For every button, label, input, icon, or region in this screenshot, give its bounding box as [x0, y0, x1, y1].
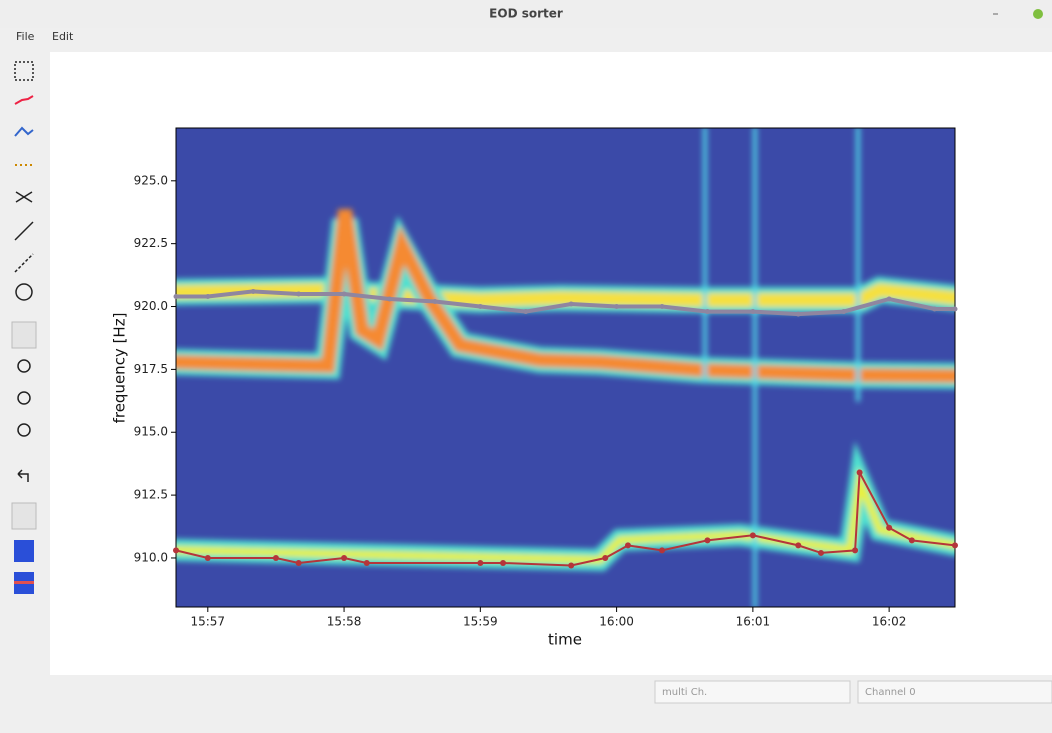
x-tick-label: 15:57	[190, 615, 225, 629]
tool-zoom-home[interactable]	[18, 424, 30, 436]
y-tick-label: 925.0	[134, 173, 168, 187]
track-point	[750, 309, 755, 314]
x-tick-label: 15:58	[327, 615, 362, 629]
track-point	[857, 469, 863, 475]
track-point	[932, 307, 937, 312]
y-tick-label: 922.5	[134, 236, 168, 250]
tool-zoom-in[interactable]	[18, 360, 30, 372]
track-point	[387, 296, 392, 301]
track-point	[523, 309, 528, 314]
track-point	[625, 542, 631, 548]
track-point	[660, 304, 665, 309]
window-title: EOD sorter	[489, 7, 563, 21]
y-tick-label: 910.0	[134, 550, 168, 564]
tool-select[interactable]	[15, 62, 33, 80]
page: EOD sorter File Edit	[0, 0, 1052, 729]
track-point	[796, 312, 801, 317]
track-point	[909, 537, 915, 543]
channel-combo-text: Channel 0	[865, 687, 916, 698]
track-point	[341, 555, 347, 561]
tool-refresh[interactable]	[16, 284, 32, 300]
x-tick-label: 16:00	[599, 615, 634, 629]
tool-fine-spec-line	[14, 581, 34, 584]
window: EOD sorter File Edit	[0, 0, 1052, 729]
track-point	[841, 309, 846, 314]
close-button[interactable]	[1033, 9, 1043, 19]
track-point	[173, 547, 179, 553]
track-point	[568, 563, 574, 569]
y-axis-label: frequency [Hz]	[111, 313, 129, 424]
tool-draw[interactable]	[15, 222, 33, 240]
track-point	[478, 304, 483, 309]
tool-draw-dots[interactable]	[15, 254, 33, 272]
y-tick-label: 915.0	[134, 425, 168, 439]
track-point	[886, 525, 892, 531]
track-point	[614, 304, 619, 309]
track-point	[342, 291, 347, 296]
y-tick-label: 920.0	[134, 299, 168, 313]
tool-zoom-out[interactable]	[18, 392, 30, 404]
track-point	[602, 555, 608, 561]
track-point	[704, 537, 710, 543]
track-point	[205, 294, 210, 299]
x-axis-label: time	[548, 631, 582, 649]
track-point	[296, 291, 301, 296]
track-point	[205, 555, 211, 561]
menu-edit[interactable]: Edit	[52, 30, 74, 43]
y-tick-label: 912.5	[134, 488, 168, 502]
tool-line[interactable]	[15, 96, 33, 104]
menu-file[interactable]: File	[16, 30, 35, 43]
tool-split[interactable]	[12, 503, 36, 529]
spectrogram	[176, 128, 955, 607]
tool-cut[interactable]	[16, 192, 32, 202]
x-tick-label: 15:59	[463, 615, 498, 629]
track-point	[750, 532, 756, 538]
tool-undo[interactable]	[18, 470, 28, 482]
track-point	[659, 547, 665, 553]
x-tick-label: 16:01	[736, 615, 771, 629]
tool-connect[interactable]	[15, 128, 33, 136]
track-point	[296, 560, 302, 566]
track-point	[432, 299, 437, 304]
track-point	[953, 307, 958, 312]
y-tick-label: 917.5	[134, 362, 168, 376]
track-point	[795, 542, 801, 548]
track-point	[273, 555, 279, 561]
track-point	[952, 542, 958, 548]
toolbar	[12, 62, 36, 594]
tool-zoom-area[interactable]	[12, 322, 36, 348]
track-point	[174, 294, 179, 299]
track-point	[364, 560, 370, 566]
track-point	[500, 560, 506, 566]
track-point	[569, 302, 574, 307]
track-point	[887, 296, 892, 301]
tool-spectrogram[interactable]	[14, 540, 34, 562]
track-point	[251, 289, 256, 294]
track-point	[852, 547, 858, 553]
track-point	[705, 309, 710, 314]
track-point	[477, 560, 483, 566]
mode-combo-text: multi Ch.	[662, 687, 707, 698]
track-point	[818, 550, 824, 556]
x-tick-label: 16:02	[872, 615, 907, 629]
